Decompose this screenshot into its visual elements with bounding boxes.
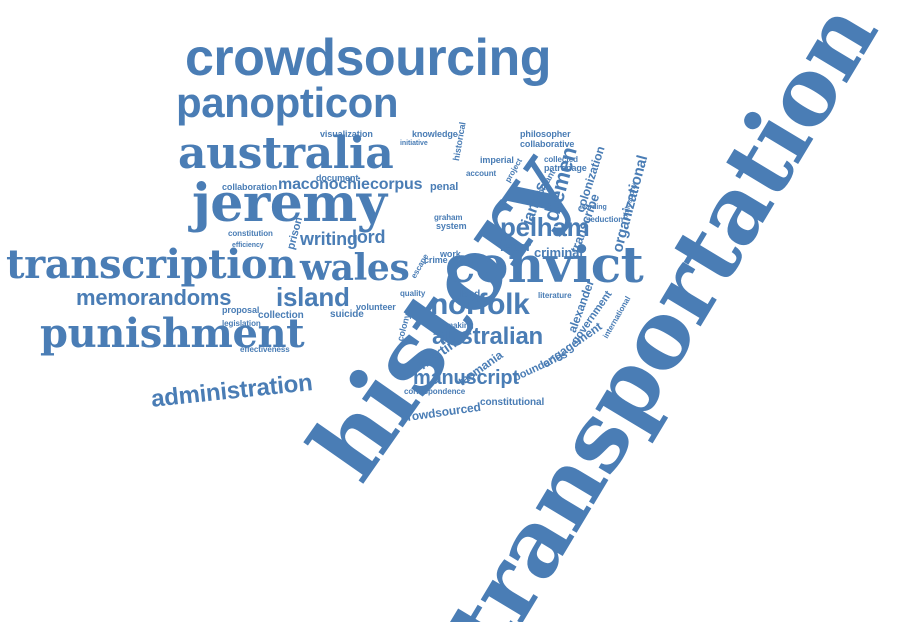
word-volunteer: volunteer xyxy=(356,302,396,312)
word-convict: convict xyxy=(445,235,644,294)
word-literature: literature xyxy=(538,291,572,300)
word-initiative: initiative xyxy=(400,140,428,147)
word-australia: australia xyxy=(178,128,394,179)
word-learning: learning xyxy=(580,204,607,211)
word-efficiency: efficiency xyxy=(232,242,264,249)
word-imperial: imperial xyxy=(480,155,514,165)
word-collaborative: collaborative xyxy=(520,139,575,149)
word-crime: crime xyxy=(424,255,448,265)
word-knowledge: knowledge xyxy=(412,129,458,139)
word-proposal: proposal xyxy=(222,305,260,315)
word-collection: collection xyxy=(258,310,304,321)
word-wales: wales xyxy=(300,247,410,289)
word-account: account xyxy=(466,169,497,178)
word-island: island xyxy=(276,282,350,312)
word-quality: quality xyxy=(400,289,426,298)
word-corpus: corpus xyxy=(370,176,423,193)
word-penal: penal xyxy=(430,181,459,193)
word-collected: collected xyxy=(544,155,578,164)
word-panopticon: panopticon xyxy=(176,79,399,126)
word-philosopher: philosopher xyxy=(520,129,571,139)
word-constitution: constitution xyxy=(228,229,273,238)
word-correspondence: correspondence xyxy=(404,387,466,396)
word-seduction: seduction xyxy=(586,215,624,224)
word-land: land xyxy=(460,289,481,300)
word-memorandoms: memorandoms xyxy=(76,285,232,310)
word-maconochie: maconochie xyxy=(278,176,370,193)
word-effectiveness: effectiveness xyxy=(240,345,290,354)
word-punishment: punishment xyxy=(40,310,305,357)
word-manuscript: manuscript xyxy=(413,367,519,389)
word-administration: administration xyxy=(149,369,314,413)
word-criminal: criminal xyxy=(534,245,583,260)
word-document: document xyxy=(316,173,359,183)
word-letter: letter xyxy=(500,239,532,254)
word-making: making xyxy=(446,321,474,330)
word-norfolk: norfolk xyxy=(430,288,530,321)
word-system: system xyxy=(436,221,467,231)
word-legislation: legislation xyxy=(222,319,261,328)
word-pelham: pelham xyxy=(500,212,590,242)
word-work: work xyxy=(440,249,461,259)
word-historical: historical xyxy=(451,121,468,162)
word-australian: australian xyxy=(432,323,543,350)
word-writing: writing xyxy=(300,229,358,249)
word-jeremy: jeremy xyxy=(192,173,387,234)
word-lord: lord xyxy=(352,227,386,247)
word-suicide: suicide xyxy=(330,309,364,320)
word-collaboration: collaboration xyxy=(222,182,278,192)
word-constitutional: constitutional xyxy=(480,397,545,408)
word-crowdsourcing: crowdsourcing xyxy=(185,29,551,87)
word-visualization: visualization xyxy=(320,129,373,139)
word-patronage: patronage xyxy=(544,163,587,173)
word-graham: graham xyxy=(434,213,463,222)
word-transcription: transcription xyxy=(6,241,296,288)
